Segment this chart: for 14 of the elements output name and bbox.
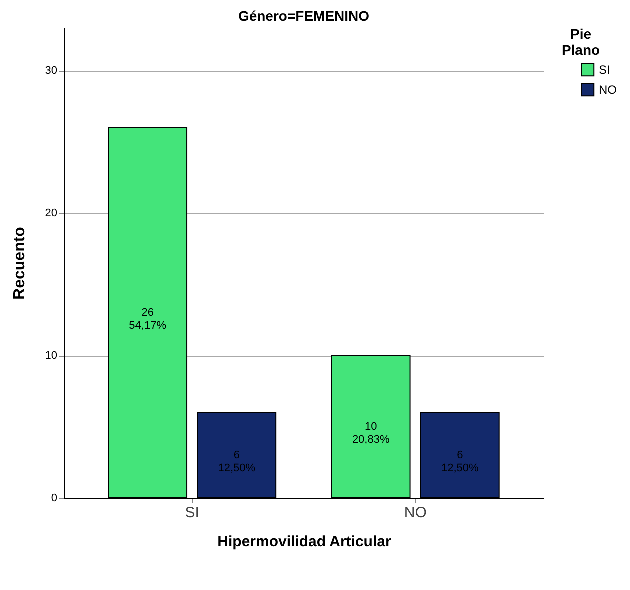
data-label: 6 12,50% xyxy=(218,449,256,474)
legend-label: NO xyxy=(599,83,617,97)
data-label: 6 12,50% xyxy=(442,449,480,474)
legend-label: SI xyxy=(599,63,610,77)
y-tick-label: 20 xyxy=(45,208,58,220)
y-tick-label: 10 xyxy=(45,350,58,362)
legend-title: Pie Plano xyxy=(562,26,600,58)
chart-title: Género=FEMENINO xyxy=(238,8,370,24)
y-tick-label: 30 xyxy=(45,65,58,78)
x-axis-title: Hipermovilidad Articular xyxy=(218,534,392,550)
y-axis-title: Recuento xyxy=(11,226,28,300)
data-label: 26 54,17% xyxy=(129,306,167,332)
data-label: 10 20,83% xyxy=(352,420,390,446)
y-tick-label: 0 xyxy=(51,492,58,504)
